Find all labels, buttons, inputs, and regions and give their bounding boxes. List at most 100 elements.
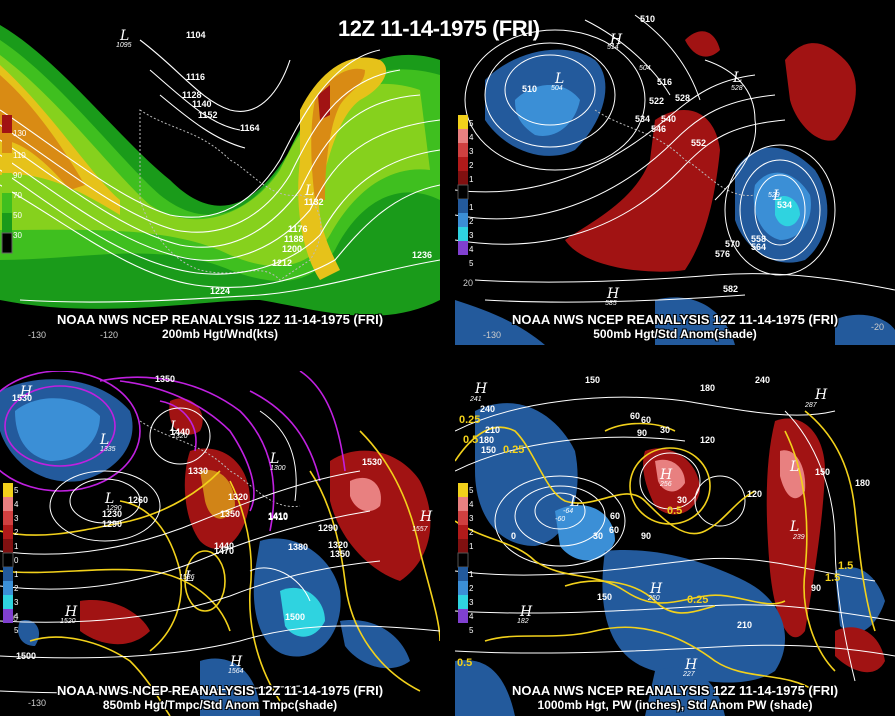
panel-850mb: H L L L L L H H H 1335 1320 1300 1290 15… (0, 371, 440, 716)
map-500mb: L H L L H 514 504 504 528 529 585 510 51… (455, 0, 895, 345)
caption-line1-850mb: NOAA NWS NCEP REANALYSIS 12Z 11-14-1975 … (56, 683, 384, 698)
legend-500mb: 5 4 3 2 1 1 2 3 4 5 (457, 115, 474, 268)
contour-labels-200mb: 1104 1116 1128 1140 1152 1164 1176 1188 … (182, 30, 432, 296)
svg-text:-130: -130 (483, 330, 501, 340)
svg-text:H: H (649, 581, 663, 597)
svg-text:0.25: 0.25 (503, 444, 524, 456)
svg-text:1300: 1300 (270, 465, 286, 472)
svg-text:256: 256 (659, 481, 672, 488)
svg-text:210: 210 (737, 620, 752, 630)
svg-text:1: 1 (469, 570, 474, 579)
caption-line1-500mb: NOAA NWS NCEP REANALYSIS 12Z 11-14-1975 … (511, 312, 839, 327)
svg-text:1330: 1330 (188, 466, 208, 476)
svg-text:516: 516 (657, 77, 672, 87)
svg-text:0.25: 0.25 (687, 594, 708, 606)
svg-text:1140: 1140 (192, 99, 212, 109)
svg-text:1440: 1440 (214, 541, 234, 551)
svg-text:1350: 1350 (220, 509, 240, 519)
svg-text:0.5: 0.5 (463, 434, 478, 446)
svg-text:1564: 1564 (228, 668, 244, 675)
svg-text:L: L (772, 188, 782, 204)
svg-text:H: H (659, 467, 673, 483)
svg-text:150: 150 (597, 592, 612, 602)
svg-text:L: L (569, 494, 579, 510)
svg-text:534: 534 (635, 114, 650, 124)
svg-text:570: 570 (725, 239, 740, 249)
svg-text:L: L (732, 70, 742, 86)
svg-text:150: 150 (585, 375, 600, 385)
svg-text:L: L (554, 71, 564, 87)
svg-text:2: 2 (14, 528, 19, 537)
svg-text:90: 90 (637, 428, 647, 438)
svg-text:182: 182 (517, 618, 529, 625)
svg-text:110: 110 (13, 151, 26, 160)
svg-text:130: 130 (13, 129, 27, 138)
svg-text:1104: 1104 (186, 30, 206, 40)
svg-text:1290: 1290 (102, 519, 122, 529)
svg-text:540: 540 (661, 114, 676, 124)
svg-text:2: 2 (469, 217, 474, 226)
caption-line2-850mb: 850mb Hgt/Tmpc/Std Anom Tmpc(shade) (102, 698, 338, 712)
svg-text:522: 522 (649, 96, 664, 106)
svg-text:0: 0 (511, 531, 516, 541)
svg-text:60: 60 (609, 525, 619, 535)
svg-text:90: 90 (13, 171, 22, 180)
svg-text:30: 30 (13, 231, 22, 240)
svg-text:5: 5 (14, 486, 19, 495)
svg-text:504: 504 (551, 85, 563, 92)
svg-text:-120: -120 (100, 330, 118, 340)
panel-500mb: L H L L H 514 504 504 528 529 585 510 51… (455, 0, 895, 345)
svg-text:1132: 1132 (304, 197, 324, 207)
svg-text:1536: 1536 (179, 574, 195, 581)
svg-text:3: 3 (469, 514, 474, 523)
svg-text:1557: 1557 (412, 526, 429, 533)
caption-line2-500mb: 500mb Hgt/Std Anom(shade) (593, 327, 757, 341)
map-1000mb: H H H L H H H L L 241 287 182 -64 -60 25… (455, 371, 895, 716)
svg-text:20: 20 (8, 613, 18, 623)
svg-text:1: 1 (14, 542, 19, 551)
svg-text:1: 1 (469, 542, 474, 551)
svg-text:5: 5 (469, 626, 474, 635)
svg-text:4: 4 (14, 500, 19, 509)
svg-text:1176: 1176 (288, 224, 308, 234)
svg-text:30: 30 (660, 425, 670, 435)
svg-text:0.25: 0.25 (459, 414, 480, 426)
svg-text:1212: 1212 (272, 258, 292, 268)
svg-text:H: H (609, 32, 623, 48)
svg-text:4: 4 (469, 133, 474, 142)
svg-text:528: 528 (731, 85, 743, 92)
svg-text:1236: 1236 (412, 250, 432, 260)
svg-text:1260: 1260 (128, 495, 148, 505)
svg-text:-130: -130 (28, 698, 46, 708)
caption-line2-1000mb: 1000mb Hgt, PW (inches), Std Anom PW (sh… (537, 698, 813, 712)
svg-text:1350: 1350 (330, 549, 350, 559)
svg-text:150: 150 (815, 467, 830, 477)
svg-text:-64: -64 (563, 508, 573, 515)
svg-text:3: 3 (469, 147, 474, 156)
svg-text:514: 514 (607, 44, 619, 51)
svg-text:1.5: 1.5 (825, 572, 840, 584)
svg-text:4: 4 (469, 500, 474, 509)
svg-text:1500: 1500 (285, 612, 305, 622)
svg-text:-60: -60 (555, 516, 565, 523)
svg-text:L: L (269, 451, 279, 467)
svg-text:0: 0 (14, 556, 19, 565)
svg-text:L: L (304, 183, 314, 199)
svg-text:60: 60 (641, 415, 651, 425)
svg-text:1320: 1320 (328, 540, 348, 550)
svg-text:90: 90 (811, 583, 821, 593)
svg-text:1335: 1335 (100, 446, 116, 453)
svg-text:1470: 1470 (214, 546, 234, 556)
svg-text:50: 50 (13, 211, 22, 220)
svg-text:H: H (519, 604, 533, 620)
svg-text:3: 3 (14, 514, 19, 523)
svg-text:H: H (229, 654, 243, 670)
svg-text:H: H (684, 657, 698, 673)
svg-text:180: 180 (700, 383, 715, 393)
map-850mb: H L L L L L H H H 1335 1320 1300 1290 15… (0, 371, 440, 716)
svg-text:534: 534 (777, 200, 792, 210)
svg-text:546: 546 (651, 124, 666, 134)
svg-text:1350: 1350 (155, 374, 175, 384)
svg-text:240: 240 (480, 404, 495, 414)
svg-text:1152: 1152 (198, 110, 218, 120)
